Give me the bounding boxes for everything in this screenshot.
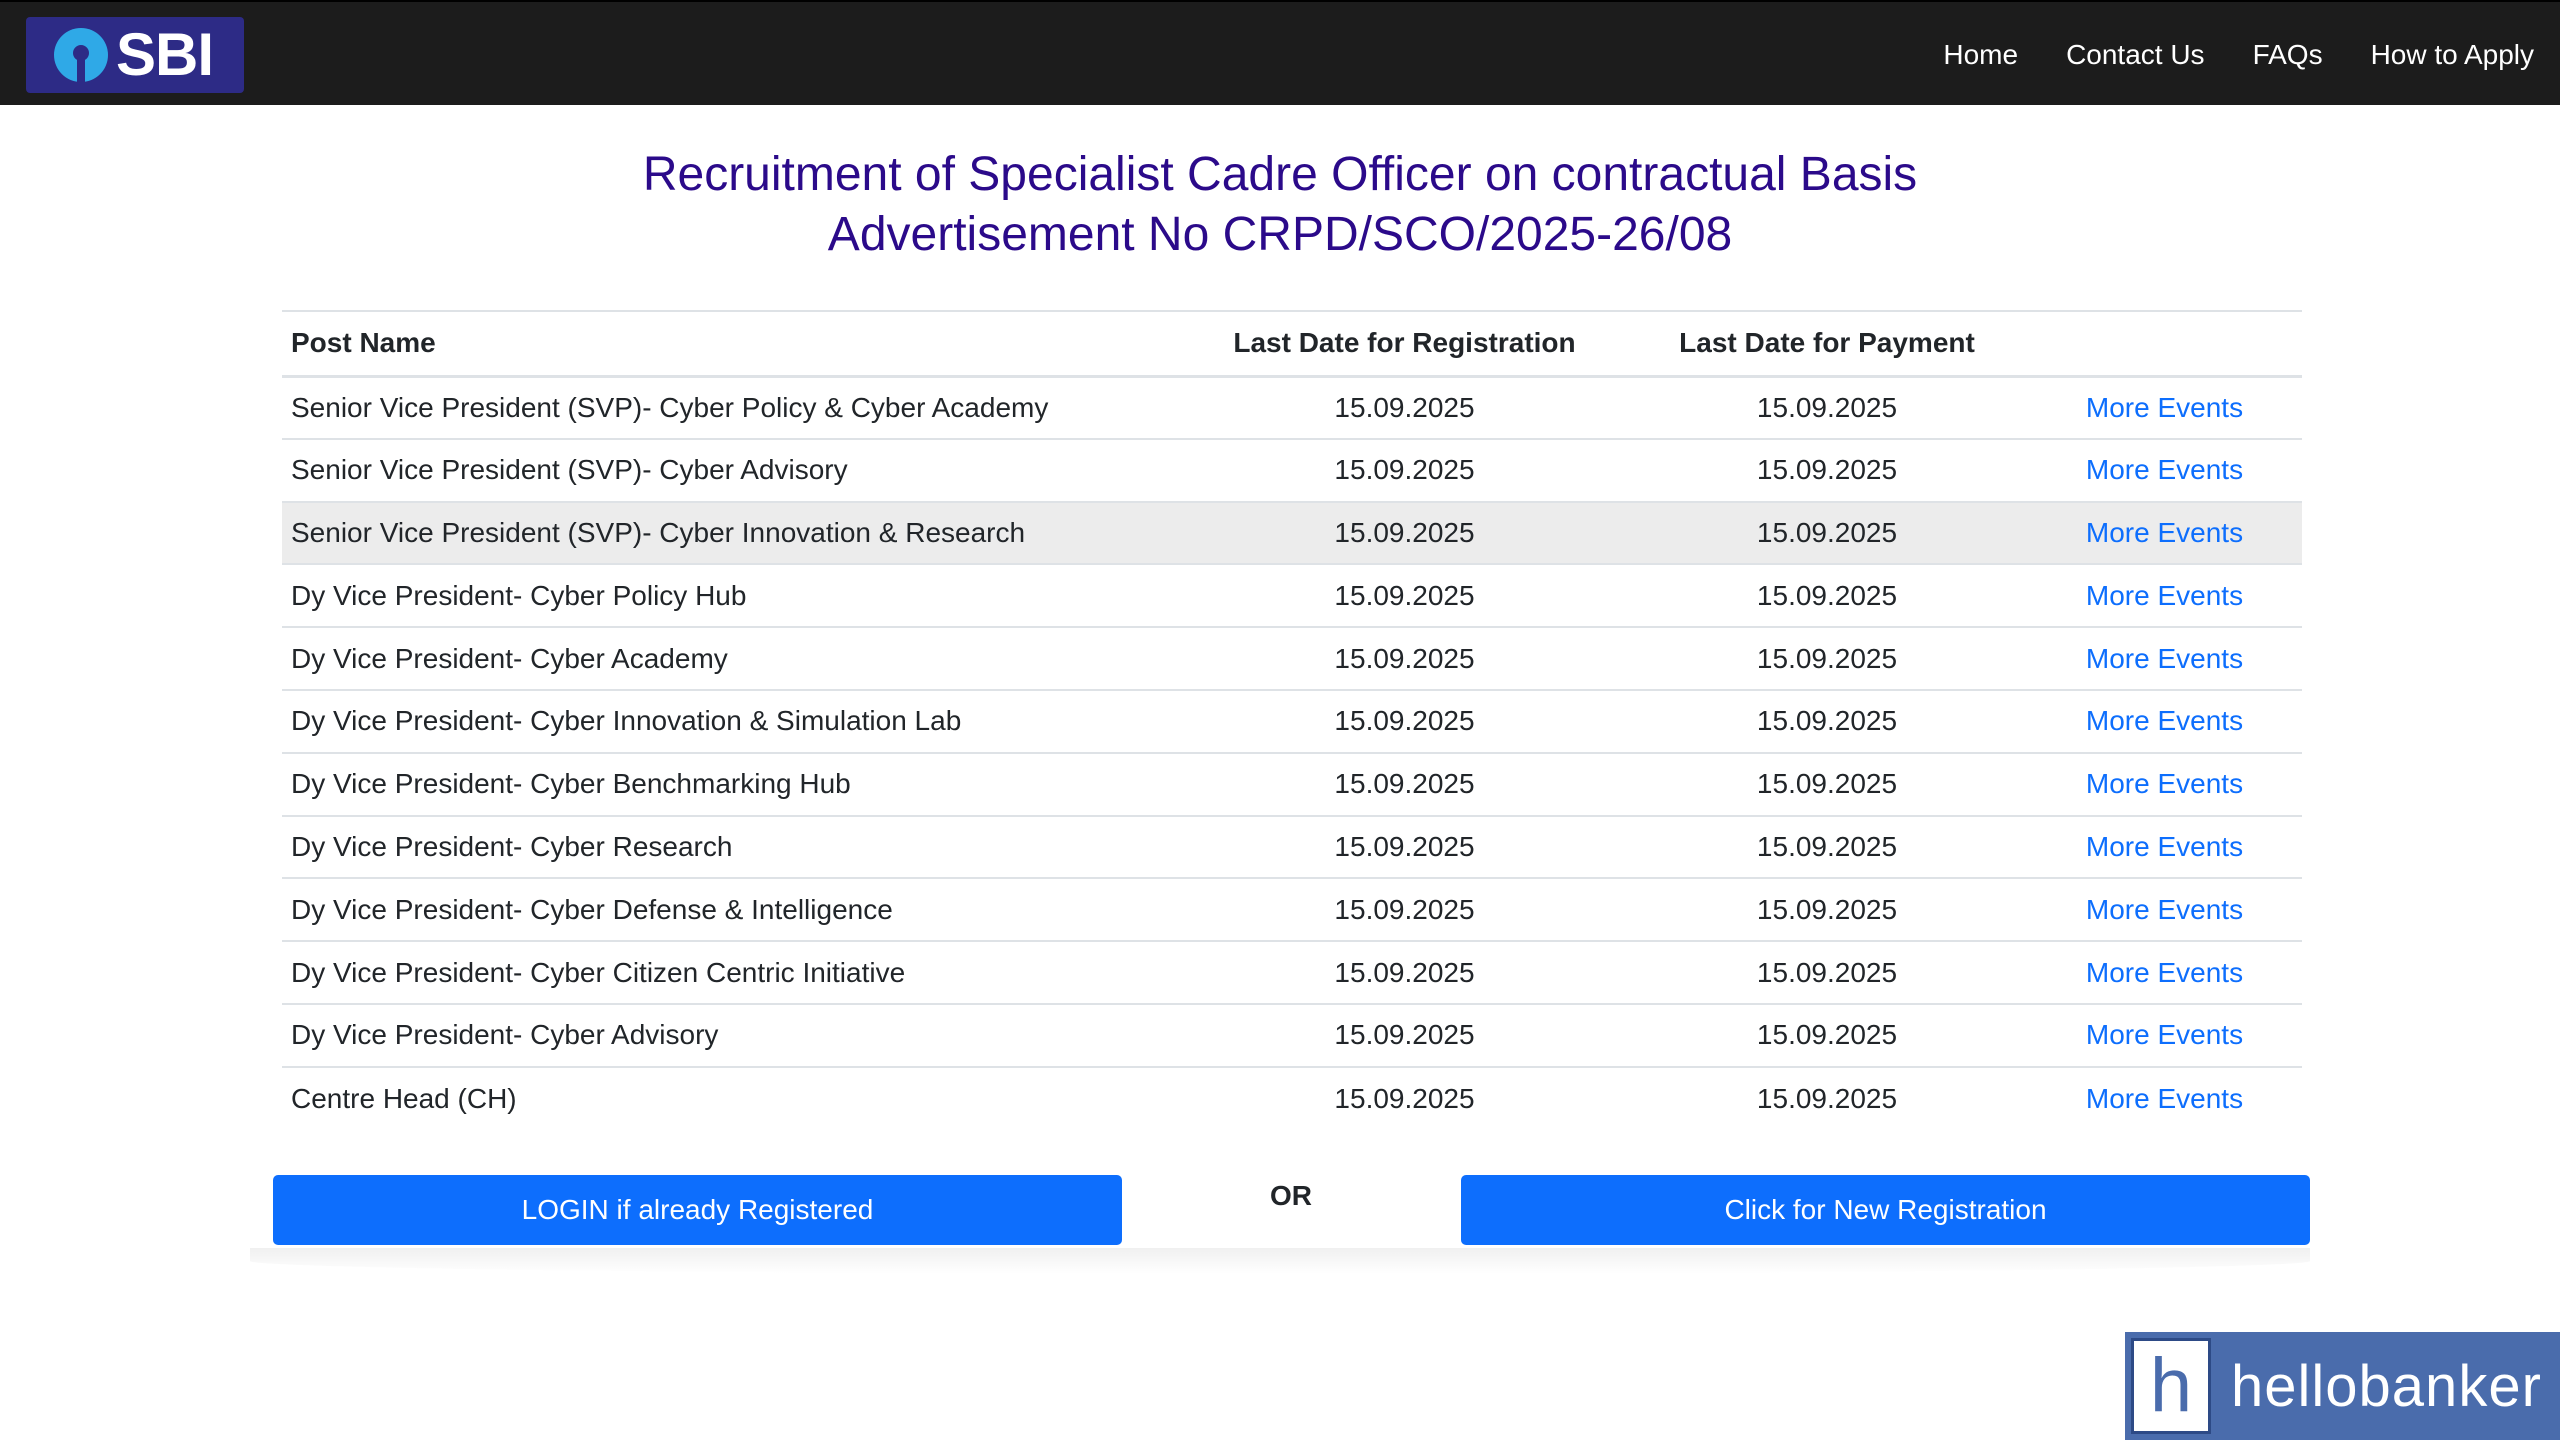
page-title-line2: Advertisement No CRPD/SCO/2025-26/08 xyxy=(827,208,1733,261)
hellobanker-logo-icon: h xyxy=(2131,1338,2211,1434)
payment-date-cell: 15.09.2025 xyxy=(1627,564,2027,629)
table-row: Dy Vice President- Cyber Innovation & Si… xyxy=(282,689,2302,754)
header-post-name: Post Name xyxy=(282,310,1182,378)
logo-text: SBI xyxy=(116,21,214,88)
header-last-date-payment: Last Date for Payment xyxy=(1627,310,2027,378)
more-events-link[interactable]: More Events xyxy=(2085,516,2244,548)
more-events-link[interactable]: More Events xyxy=(2085,956,2244,988)
registration-date-cell: 15.09.2025 xyxy=(1182,752,1627,817)
table-row: Dy Vice President- Cyber Research 15.09.… xyxy=(282,815,2302,880)
table-header-row: Post Name Last Date for Registration Las… xyxy=(282,310,2302,378)
post-name-cell: Senior Vice President (SVP)- Cyber Advis… xyxy=(282,438,1182,503)
more-events-link[interactable]: More Events xyxy=(2085,1019,2244,1051)
post-name-cell: Dy Vice President- Cyber Citizen Centric… xyxy=(282,941,1182,1005)
post-name-cell: Dy Vice President- Cyber Innovation & Si… xyxy=(282,689,1182,754)
table-row: Dy Vice President- Cyber Academy 15.09.2… xyxy=(282,627,2302,691)
registration-date-cell: 15.09.2025 xyxy=(1182,627,1627,691)
more-events-link[interactable]: More Events xyxy=(2085,893,2244,925)
more-events-cell: More Events xyxy=(2027,878,2302,943)
top-navbar: SBI Home Contact Us FAQs How to Apply xyxy=(0,0,2560,105)
more-events-cell: More Events xyxy=(2027,689,2302,754)
post-name-cell: Dy Vice President- Cyber Advisory xyxy=(282,1003,1182,1068)
table-row: Dy Vice President- Cyber Citizen Centric… xyxy=(282,941,2302,1005)
post-name-cell: Senior Vice President (SVP)- Cyber Innov… xyxy=(282,501,1182,566)
watermark-text: hellobanker xyxy=(2231,1353,2542,1419)
payment-date-cell: 15.09.2025 xyxy=(1627,501,2027,566)
table-row: Dy Vice President- Cyber Benchmarking Hu… xyxy=(282,752,2302,817)
payment-date-cell: 15.09.2025 xyxy=(1756,1082,1898,1114)
more-events-link[interactable]: More Events xyxy=(2085,830,2244,862)
more-events-link[interactable]: More Events xyxy=(2085,705,2244,737)
new-registration-button[interactable]: Click for New Registration xyxy=(1461,1175,2310,1245)
registration-date-cell: 15.09.2025 xyxy=(1182,1003,1627,1068)
more-events-cell: More Events xyxy=(2027,438,2302,503)
more-events-cell: More Events xyxy=(2027,1003,2302,1068)
nav-how-to-apply-link[interactable]: How to Apply xyxy=(2370,38,2534,70)
sbi-keyhole-icon xyxy=(54,28,108,82)
post-name-cell: Dy Vice President- Cyber Academy xyxy=(282,627,1182,691)
registration-date-cell: 15.09.2025 xyxy=(1182,689,1627,754)
post-name-cell: Dy Vice President- Cyber Research xyxy=(282,815,1182,880)
more-events-link[interactable]: More Events xyxy=(2085,391,2244,423)
nav-faqs-link[interactable]: FAQs xyxy=(2252,38,2323,70)
post-name-cell: Dy Vice President- Cyber Policy Hub xyxy=(282,564,1182,629)
more-events-link[interactable]: More Events xyxy=(2085,454,2244,486)
payment-date-cell: 15.09.2025 xyxy=(1627,376,2027,440)
more-events-link[interactable]: More Events xyxy=(2085,642,2244,674)
sbi-logo[interactable]: SBI xyxy=(26,17,244,93)
table-row: Senior Vice President (SVP)- Cyber Advis… xyxy=(282,438,2302,503)
post-name-cell: Senior Vice President (SVP)- Cyber Polic… xyxy=(282,376,1182,440)
table-row: Senior Vice President (SVP)- Cyber Polic… xyxy=(282,376,2302,440)
registration-date-cell: 15.09.2025 xyxy=(1182,501,1627,566)
header-last-date-registration: Last Date for Registration xyxy=(1182,310,1627,378)
more-events-cell: More Events xyxy=(2027,627,2302,691)
more-events-cell: More Events xyxy=(2027,501,2302,566)
page-title: Recruitment of Specialist Cadre Officer … xyxy=(0,145,2560,265)
main-nav: Home Contact Us FAQs How to Apply xyxy=(1895,2,2534,107)
more-events-cell: More Events xyxy=(2027,1067,2302,1130)
more-events-cell: More Events xyxy=(2027,752,2302,817)
table-row: Dy Vice President- Cyber Defense & Intel… xyxy=(282,878,2302,943)
payment-date-cell: 15.09.2025 xyxy=(1627,941,2027,1005)
payment-date-cell: 15.09.2025 xyxy=(1627,1003,2027,1068)
registration-date-cell: 15.09.2025 xyxy=(1182,878,1627,943)
more-events-link[interactable]: More Events xyxy=(2085,579,2244,611)
table-row: Dy Vice President- Cyber Advisory 15.09.… xyxy=(282,1003,2302,1068)
payment-date-cell: 15.09.2025 xyxy=(1627,878,2027,943)
post-name-cell: Dy Vice President- Cyber Defense & Intel… xyxy=(282,878,1182,943)
payment-date-cell: 15.09.2025 xyxy=(1627,438,2027,503)
registration-date-cell: 15.09.2025 xyxy=(1182,376,1627,440)
more-events-cell: More Events xyxy=(2027,941,2302,1005)
registration-date-cell: 15.09.2025 xyxy=(1182,941,1627,1005)
payment-date-cell: 15.09.2025 xyxy=(1627,627,2027,691)
post-name-cell: Dy Vice President- Cyber Benchmarking Hu… xyxy=(282,752,1182,817)
post-name-cell: Centre Head (CH) xyxy=(291,1082,517,1114)
more-events-link[interactable]: More Events xyxy=(2085,768,2244,800)
more-events-cell: More Events xyxy=(2027,376,2302,440)
table-row: Dy Vice President- Cyber Policy Hub 15.0… xyxy=(282,564,2302,629)
registration-date-cell: 15.09.2025 xyxy=(1182,564,1627,629)
page-title-line1: Recruitment of Specialist Cadre Officer … xyxy=(642,148,1918,201)
registration-date-cell: 15.09.2025 xyxy=(1182,815,1627,880)
registration-date-cell: 15.09.2025 xyxy=(1334,1082,1475,1114)
payment-date-cell: 15.09.2025 xyxy=(1627,689,2027,754)
card-shadow xyxy=(250,1248,2310,1274)
payment-date-cell: 15.09.2025 xyxy=(1627,815,2027,880)
table-header: Post Name Last Date for Registration Las… xyxy=(282,310,2302,378)
login-button[interactable]: LOGIN if already Registered xyxy=(273,1175,1122,1245)
registration-date-cell: 15.09.2025 xyxy=(1182,438,1627,503)
posts-table: Post Name Last Date for Registration Las… xyxy=(282,310,2302,1130)
nav-contact-us-link[interactable]: Contact Us xyxy=(2066,38,2205,70)
more-events-cell: More Events xyxy=(2027,564,2302,629)
header-actions xyxy=(2027,310,2302,378)
payment-date-cell: 15.09.2025 xyxy=(1627,752,2027,817)
or-separator: OR xyxy=(1270,1180,1312,1211)
table-body: Senior Vice President (SVP)- Cyber Polic… xyxy=(282,376,2302,1130)
nav-home-link[interactable]: Home xyxy=(1943,38,2019,70)
hellobanker-watermark: h hellobanker xyxy=(2125,1332,2560,1440)
table-row-hovered: Senior Vice President (SVP)- Cyber Innov… xyxy=(282,501,2302,566)
table-row: Centre Head (CH) 15.09.2025 15.09.2025 M… xyxy=(282,1067,2302,1130)
more-events-cell: More Events xyxy=(2027,815,2302,880)
more-events-link[interactable]: More Events xyxy=(2085,1082,2244,1114)
